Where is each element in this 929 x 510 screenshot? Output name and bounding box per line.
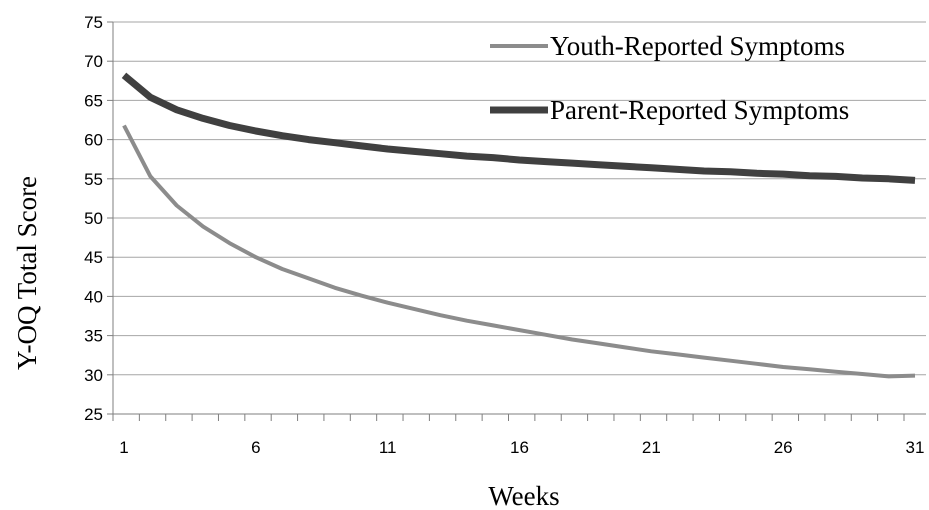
x-tick-label: 1	[119, 438, 128, 457]
x-tick-label: 16	[510, 438, 529, 457]
y-tick-label: 75	[84, 13, 103, 32]
x-tick-label: 21	[642, 438, 661, 457]
x-tick-label: 31	[906, 438, 925, 457]
y-tick-label: 25	[84, 405, 103, 424]
x-axis-title: Weeks	[488, 481, 559, 510]
x-tick-label: 6	[251, 438, 260, 457]
y-tick-label: 50	[84, 209, 103, 228]
y-axis-title: Y-OQ Total Score	[12, 176, 42, 370]
y-tick-label: 40	[84, 287, 103, 306]
x-tick-label: 11	[379, 438, 397, 457]
gridlines	[113, 21, 926, 376]
legend: Youth-Reported Symptoms Parent-Reported S…	[490, 31, 849, 125]
y-tick-label: 35	[84, 327, 103, 346]
y-tick-label: 55	[84, 170, 103, 189]
y-tick-label: 70	[84, 52, 103, 71]
series-line-parent	[121, 72, 916, 184]
series-line-youth	[122, 124, 916, 379]
x-tick-label: 26	[774, 438, 793, 457]
legend-label-youth: Youth-Reported Symptoms	[550, 31, 845, 61]
y-tick-label: 65	[84, 91, 103, 110]
series-lines	[121, 72, 916, 379]
y-tick-label: 30	[84, 366, 103, 385]
legend-label-parent: Parent-Reported Symptoms	[550, 95, 849, 125]
y-tick-label: 45	[84, 248, 103, 267]
y-tick-label: 60	[84, 131, 103, 150]
